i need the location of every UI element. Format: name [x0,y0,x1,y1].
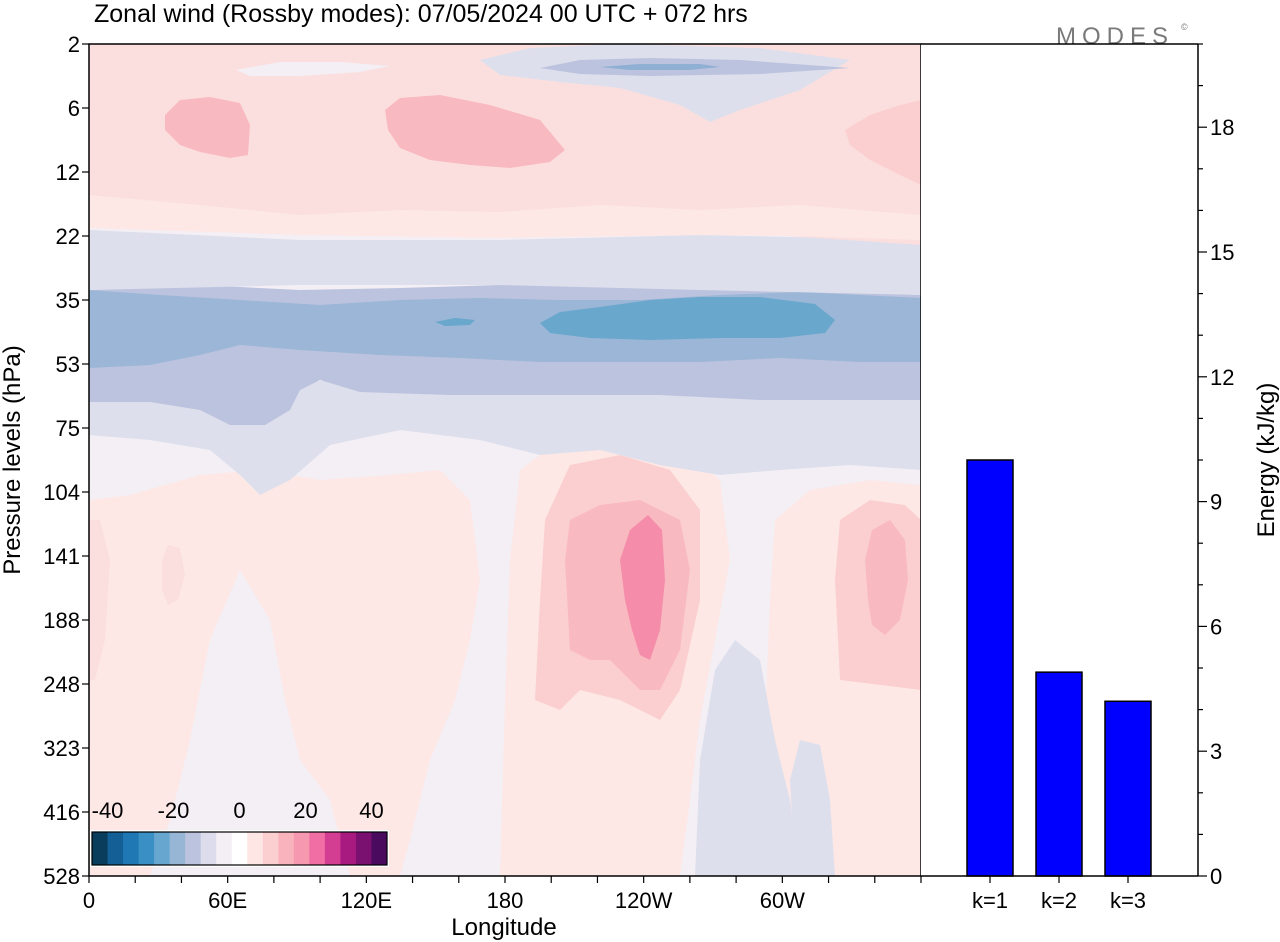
bar-category-label: k=3 [1110,888,1146,913]
colorbar-swatch [278,832,295,865]
colorbar-swatch [371,832,388,865]
bar-k=2 [1035,671,1083,877]
heatmap-region-left-positive-2 [89,520,110,680]
heatmap-region-lower-negative-2 [790,740,835,876]
colorbar: -40 -20 0 20 40 [90,798,389,867]
heatmap-region-small-positive [162,545,185,605]
colorbar-swatch [231,832,248,865]
bar-y-tick-label: 9 [1210,490,1222,515]
heatmap-region-jet-negative-max-2 [435,318,475,326]
heatmap-x-axis-label: Longitude [451,914,556,941]
y-tick-label: 75 [56,416,80,441]
colorbar-swatch [355,832,372,865]
bar-y-tick-label: 15 [1210,240,1234,265]
y-tick-label: 248 [43,672,80,697]
y-tick-label: 188 [43,608,80,633]
bar-y-tick-label: 12 [1210,365,1234,390]
colorbar-swatch [216,832,233,865]
colorbar-swatch [123,832,140,865]
colorbar-swatch [138,832,155,865]
colorbar-swatch [92,832,109,865]
y-tick-label: 104 [43,480,80,505]
bar-category-label: k=1 [972,888,1008,913]
heatmap-region-midlevel-negative-outer [89,380,921,495]
heatmap-region-top-negative-max [600,64,720,70]
colorbar-swatch [309,832,326,865]
x-tick-label: 60W [760,888,805,913]
y-tick-label: 35 [56,288,80,313]
heatmap-region-upper-positive-core-east [845,100,921,185]
colorbar-swatch [200,832,217,865]
heatmap-x-axis: 0 60E 120E 180 120W 60W [83,876,922,913]
y-tick-label: 141 [43,544,80,569]
y-tick-label: 323 [43,736,80,761]
heatmap-y-axis: 2 6 12 22 35 53 75 104 141 188 248 323 416 528 [43,32,89,889]
y-tick-label: 53 [56,352,80,377]
bar-y-tick-label: 0 [1210,864,1222,889]
heatmap-region-top-white [236,62,390,76]
chart-title: Zonal wind (Rossby modes): 07/05/2024 00… [94,0,748,28]
colorbar-tick-label: -20 [158,798,190,823]
colorbar-swatch [340,832,357,865]
colorbar-frame [91,831,388,866]
colorbar-swatch [185,832,202,865]
bar-y-tick-label: 6 [1210,614,1222,639]
colorbar-swatch [107,832,124,865]
heatmap-region-upper-positive-core-mid [385,95,565,168]
x-tick-label: 0 [83,888,95,913]
colorbar-swatch [247,832,264,865]
y-tick-label: 12 [56,160,80,185]
heatmap-region-upper-negative-band [89,230,921,295]
colorbar-swatch [262,832,279,865]
colorbar-swatch [324,832,341,865]
x-tick-label: 120E [341,888,392,913]
x-tick-label: 180 [487,888,524,913]
heatmap-region-upper-positive-pale [89,195,921,240]
colorbar-tick-label: 20 [293,798,317,823]
y-tick-label: 6 [68,96,80,121]
bar-category-label: k=2 [1041,888,1077,913]
bar-plot: k=1 k=2 k=3 [966,459,1152,913]
bar-y-tick-label: 3 [1210,739,1222,764]
y-tick-label: 22 [56,224,80,249]
heatmap-region-jet-negative-max [540,297,835,340]
bar-k=1 [966,459,1014,877]
colorbar-swatch [154,832,171,865]
bar-k=3 [1104,700,1152,877]
x-tick-label: 120W [615,888,673,913]
heatmap-region-upper-positive-core-west [165,97,250,158]
colorbar-tick-label: -40 [92,798,124,823]
heatmap-region-lower-positive-left [89,470,480,876]
y-tick-label: 2 [68,32,80,57]
watermark-copyright: © [1181,22,1188,32]
bar-y-axis-label: Energy (kJ/kg) [1253,383,1280,538]
bar-y-axis: 0 3 6 9 12 15 18 [1198,43,1234,889]
colorbar-swatch [293,832,310,865]
colorbar-tick-label: 0 [233,798,245,823]
heatmap-region-lower-negative-1 [695,640,800,876]
colorbar-tick-label: 40 [359,798,383,823]
heatmap-region-tropo-positive-max [620,515,665,660]
heatmap-y-axis-label: Pressure levels (hPa) [0,345,26,574]
colorbar-swatch [169,832,186,865]
heatmap-region-right-positive-3 [865,520,908,635]
bar-y-tick-label: 18 [1210,115,1234,140]
x-tick-label: 60E [208,888,247,913]
heatmap-panel [89,44,921,876]
y-tick-label: 416 [43,800,80,825]
y-tick-label: 528 [43,864,80,889]
